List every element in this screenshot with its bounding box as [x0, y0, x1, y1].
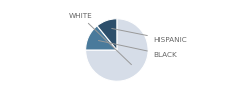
Text: BLACK: BLACK: [98, 40, 177, 58]
Wedge shape: [97, 19, 117, 50]
Wedge shape: [86, 26, 117, 50]
Wedge shape: [86, 19, 148, 81]
Text: WHITE: WHITE: [68, 13, 132, 65]
Text: HISPANIC: HISPANIC: [112, 28, 186, 43]
